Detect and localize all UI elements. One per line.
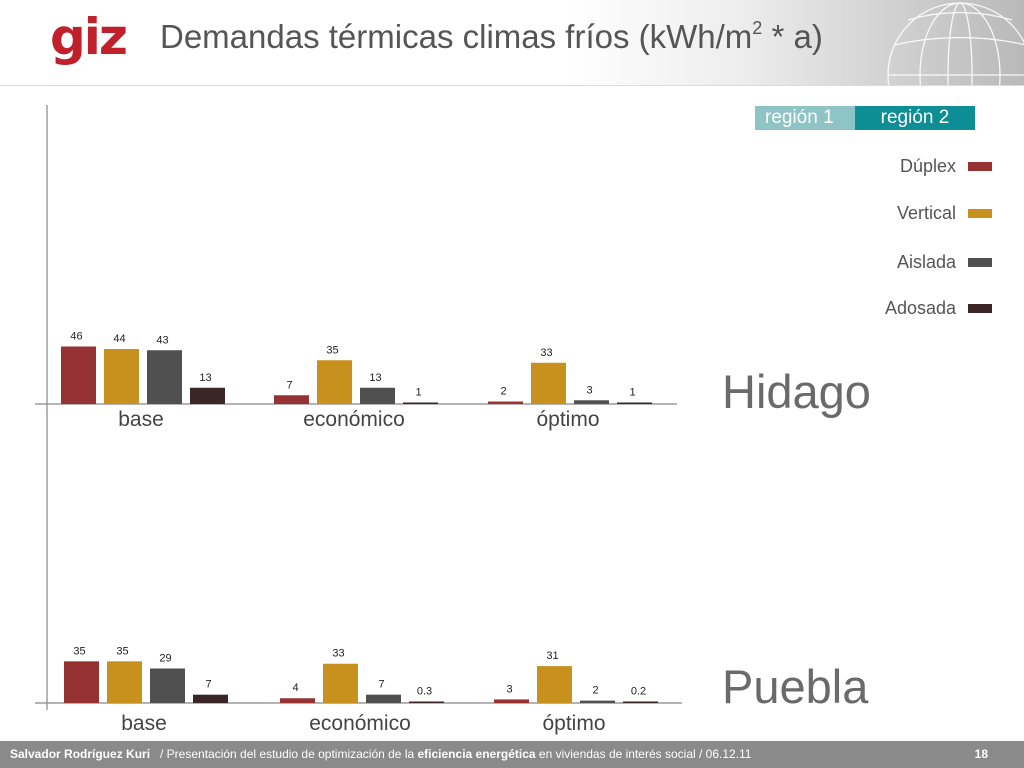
title-main: Demandas térmicas climas fríos (kWh/m bbox=[160, 18, 753, 55]
footer-description: / Presentación del estudio de optimizaci… bbox=[160, 741, 751, 768]
category-label-puebla-base: base bbox=[121, 712, 167, 735]
category-label-puebla-optimo: óptimo bbox=[542, 712, 605, 735]
bar-puebla-optimo-adosada bbox=[623, 701, 658, 703]
bar-puebla-base-adosada bbox=[193, 694, 228, 703]
data-label-puebla-economico-aislada: 7 bbox=[378, 679, 384, 691]
data-label-puebla-base-vertical: 35 bbox=[116, 645, 128, 657]
bar-hidago-economico-adosada bbox=[403, 402, 438, 404]
legend-label-duplex: Dúplex bbox=[899, 155, 956, 176]
region-2-tab: región 2 bbox=[855, 106, 975, 130]
bar-hidago-base-adosada bbox=[190, 387, 225, 404]
title-end: * a) bbox=[762, 18, 823, 55]
footer-bar: Salvador Rodríguez Kuri / Presentación d… bbox=[0, 741, 1024, 768]
bar-puebla-optimo-vertical bbox=[537, 666, 572, 703]
title-superscript: 2 bbox=[752, 18, 763, 38]
legend-label-vertical: Vertical bbox=[896, 202, 956, 223]
page-number: 18 bbox=[974, 747, 988, 761]
legend-swatch-adosada bbox=[968, 303, 992, 313]
data-label-hidago-optimo-duplex: 2 bbox=[500, 386, 506, 398]
slide-title: Demandas térmicas climas fríos (kWh/m2 *… bbox=[160, 18, 823, 55]
bar-hidago-economico-aislada bbox=[360, 387, 395, 404]
bar-hidago-economico-duplex bbox=[274, 395, 309, 404]
legend-item-duplex: Dúplex bbox=[900, 155, 992, 177]
legend-label-aislada: Aislada bbox=[896, 251, 956, 272]
bar-puebla-base-duplex bbox=[64, 661, 99, 703]
bar-puebla-economico-adosada bbox=[409, 701, 444, 703]
data-label-hidago-optimo-adosada: 1 bbox=[629, 387, 635, 399]
data-label-puebla-base-adosada: 7 bbox=[205, 679, 211, 691]
data-label-puebla-optimo-vertical: 31 bbox=[546, 650, 558, 662]
legend-item-vertical: Vertical bbox=[897, 202, 992, 224]
data-label-hidago-economico-duplex: 7 bbox=[286, 379, 292, 391]
category-label-puebla-economico: económico bbox=[309, 712, 411, 735]
footer-desc-post: en viviendas de interés social / 06.12.1… bbox=[535, 747, 752, 761]
data-label-hidago-base-duplex: 46 bbox=[70, 331, 82, 343]
globe-icon bbox=[887, 2, 1024, 85]
data-label-puebla-economico-vertical: 33 bbox=[332, 648, 344, 660]
region-selector: región 1 región 2 bbox=[755, 106, 975, 130]
footer-author: Salvador Rodríguez Kuri bbox=[10, 747, 151, 761]
data-label-puebla-base-aislada: 29 bbox=[159, 652, 171, 664]
bar-hidago-base-aislada bbox=[147, 350, 182, 404]
bar-puebla-base-aislada bbox=[150, 668, 185, 703]
city-label-hidalgo: Hidago bbox=[722, 365, 871, 418]
region-1-tab: región 1 bbox=[755, 106, 855, 130]
bar-hidago-base-vertical bbox=[104, 349, 139, 404]
legend-swatch-duplex bbox=[968, 161, 992, 171]
bar-puebla-optimo-aislada bbox=[580, 700, 615, 703]
data-label-puebla-optimo-aislada: 2 bbox=[592, 685, 598, 697]
bar-hidago-optimo-vertical bbox=[531, 362, 566, 404]
bar-puebla-base-vertical bbox=[107, 661, 142, 703]
data-label-hidago-base-aislada: 43 bbox=[156, 334, 168, 346]
legend-label-adosada: Adosada bbox=[884, 297, 956, 318]
data-label-hidago-economico-aislada: 13 bbox=[369, 372, 381, 384]
footer-desc-pre: / Presentación del estudio de optimizaci… bbox=[160, 747, 418, 761]
bar-puebla-economico-duplex bbox=[280, 698, 315, 703]
category-label-hidago-economico: económico bbox=[303, 408, 405, 431]
legend-swatch-aislada bbox=[968, 257, 992, 267]
footer-desc-bold: eficiencia energética bbox=[417, 747, 536, 761]
data-label-hidago-base-adosada: 13 bbox=[199, 372, 211, 384]
bar-hidago-optimo-duplex bbox=[488, 401, 523, 404]
legend-item-aislada: Aislada bbox=[897, 251, 992, 273]
data-label-puebla-optimo-duplex: 3 bbox=[506, 683, 512, 695]
bar-hidago-optimo-adosada bbox=[617, 402, 652, 404]
data-label-hidago-base-vertical: 44 bbox=[113, 333, 125, 345]
data-label-puebla-base-duplex: 35 bbox=[73, 645, 85, 657]
data-label-hidago-economico-vertical: 35 bbox=[326, 344, 338, 356]
legend-item-adosada: Adosada bbox=[885, 297, 992, 319]
bar-puebla-economico-vertical bbox=[323, 663, 358, 703]
bar-hidago-economico-vertical bbox=[317, 360, 352, 404]
data-label-hidago-optimo-aislada: 3 bbox=[586, 384, 592, 396]
bar-hidago-base-duplex bbox=[61, 346, 96, 404]
legend-swatch-vertical bbox=[968, 208, 992, 218]
category-label-hidago-base: base bbox=[118, 408, 164, 431]
data-label-puebla-economico-duplex: 4 bbox=[292, 682, 298, 694]
city-label-puebla: Puebla bbox=[722, 660, 869, 713]
data-label-puebla-economico-adosada: 0.3 bbox=[417, 686, 432, 698]
bar-hidago-optimo-aislada bbox=[574, 400, 609, 404]
data-label-hidago-economico-adosada: 1 bbox=[415, 387, 421, 399]
bar-puebla-economico-aislada bbox=[366, 694, 401, 703]
bar-puebla-optimo-duplex bbox=[494, 699, 529, 703]
category-label-hidago-optimo: óptimo bbox=[536, 408, 599, 431]
giz-logo: giz bbox=[50, 8, 128, 66]
data-label-hidago-optimo-vertical: 33 bbox=[540, 347, 552, 359]
data-label-puebla-optimo-adosada: 0.2 bbox=[631, 686, 646, 698]
chart-puebla: 35 35 29 7 base 4 33 7 0.3 económico 3 31 2 0.2 óptimo bbox=[35, 410, 682, 735]
header-bar: giz Demandas térmicas climas fríos (kWh/… bbox=[0, 0, 1024, 86]
